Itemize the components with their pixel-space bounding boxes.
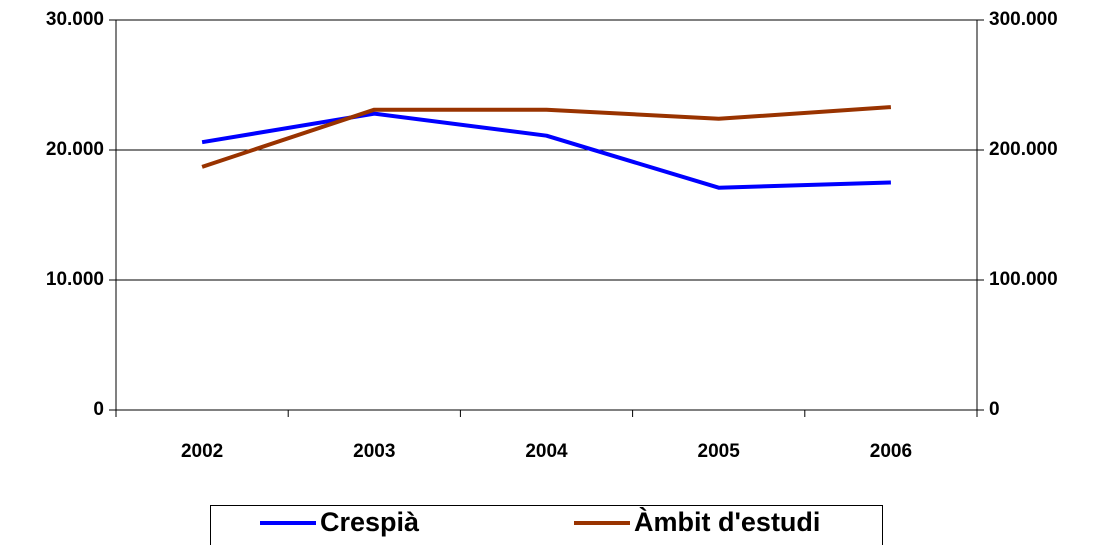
y-tick-label: 0: [93, 399, 104, 420]
x-tick-label: 2002: [181, 441, 223, 462]
legend-label: Crespià: [320, 507, 420, 537]
y-tick-label: 300.000: [989, 9, 1058, 30]
y-tick-label: 30.000: [46, 9, 104, 30]
y-tick-label: 20.000: [46, 139, 104, 160]
x-tick-label: 2005: [698, 441, 741, 462]
x-tick-label: 2003: [353, 441, 395, 462]
legend-label: Àmbit d'estudi: [634, 506, 820, 537]
y-tick-label: 100.000: [989, 269, 1058, 290]
y-tick-label: 10.000: [46, 269, 104, 290]
series-line: [201, 105, 892, 169]
y-tick-label: 0: [989, 399, 1000, 420]
x-tick-label: 2006: [870, 441, 912, 462]
legend-box: [210, 505, 883, 545]
x-tick-label: 2004: [525, 441, 568, 462]
series-line: [201, 111, 891, 190]
y-tick-label: 200.000: [989, 139, 1058, 160]
